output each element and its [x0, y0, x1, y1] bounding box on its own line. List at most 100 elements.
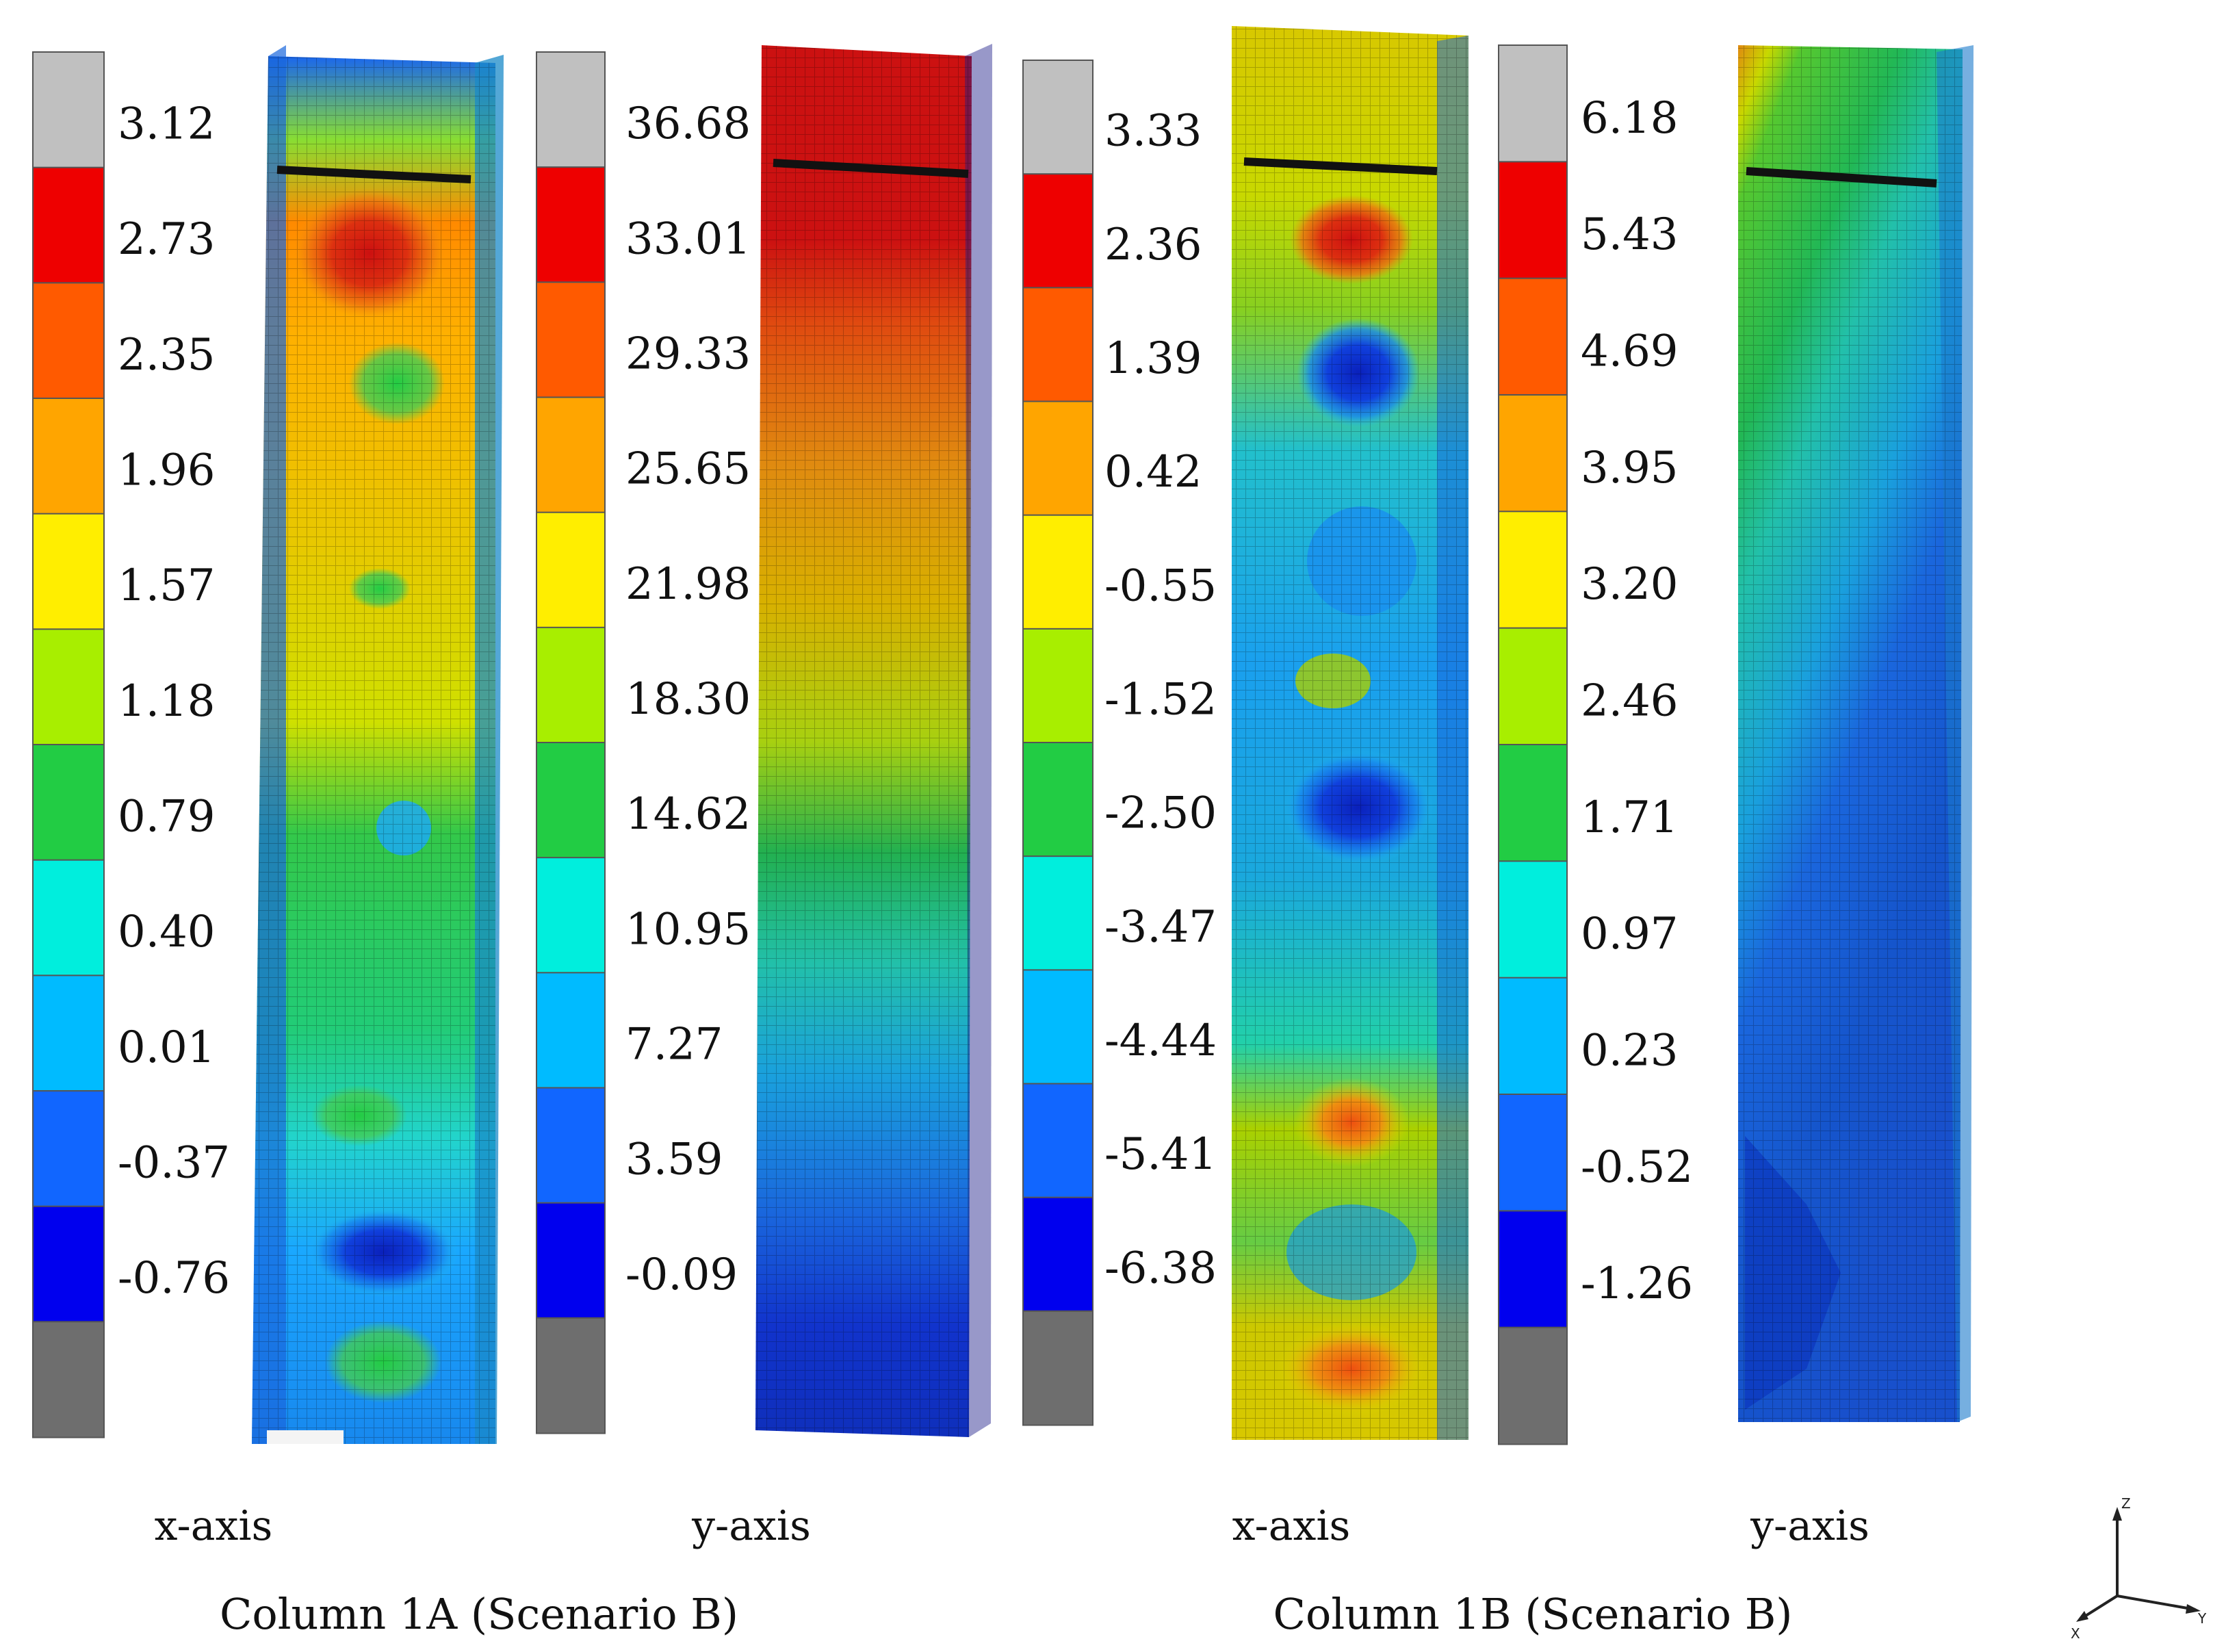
- legend-tick-label: 1.96: [118, 446, 216, 496]
- legend-tick-label: 2.36: [1104, 220, 1202, 270]
- legend-tick-label: 21.98: [625, 559, 751, 610]
- legend-band: [32, 513, 105, 630]
- legend-band: [32, 975, 105, 1092]
- legend-band: [32, 1090, 105, 1208]
- legend-band: [1498, 860, 1568, 979]
- column-1b-y-contour: [1738, 45, 1973, 1422]
- legend-band: [1022, 969, 1093, 1085]
- legend-over-band: [536, 51, 606, 168]
- legend-band: [536, 281, 606, 399]
- legend-1a-x: 3.12 2.73 2.35 1.96 1.57 1.18 0.79 0.40 0.01 -0.3…: [32, 51, 230, 1438]
- triad-y-label: Y: [2197, 1610, 2207, 1627]
- legend-1b-y: 6.18 5.43 4.69 3.95 3.20 2.46 1.71 0.97 0.23 -0.5…: [1498, 44, 1693, 1445]
- legend-tick-label: -3.47: [1104, 902, 1217, 953]
- legend-tick-label: 4.69: [1581, 326, 1679, 376]
- legend-tick-label: -0.37: [118, 1138, 230, 1189]
- legend-tick-label: -0.76: [118, 1253, 230, 1304]
- legend-tick-label: 3.12: [118, 99, 216, 150]
- legend-tick-label: 2.46: [1581, 675, 1679, 726]
- legend-band: [1022, 287, 1093, 403]
- legend-tick-label: -6.38: [1104, 1243, 1217, 1293]
- caption-column-1b: Column 1B (Scenario B): [1273, 1589, 1793, 1639]
- legend-band: [1022, 1083, 1093, 1199]
- legend-band: [1022, 514, 1093, 630]
- legend-band: [536, 972, 606, 1089]
- legend-tick-label: -0.09: [625, 1250, 738, 1300]
- triad-z-label: Z: [2121, 1495, 2131, 1512]
- legend-band: [32, 282, 105, 400]
- legend-band: [32, 166, 105, 284]
- axis-label-1b-x: x-axis: [1232, 1502, 1351, 1550]
- legend-band: [32, 859, 105, 977]
- legend-tick-label: 7.27: [625, 1019, 723, 1070]
- legend-band: [536, 742, 606, 859]
- legend-tick-label: 1.18: [118, 676, 216, 727]
- column-1a-y-contour: [755, 44, 992, 1437]
- legend-band: [1498, 161, 1568, 280]
- legend-band: [1022, 628, 1093, 744]
- legend-band: [1498, 977, 1568, 1096]
- legend-tick-label: 0.40: [118, 907, 216, 957]
- axis-label-1a-x: x-axis: [155, 1502, 273, 1550]
- legend-tick-label: 1.57: [118, 560, 216, 611]
- legend-band: [32, 1205, 105, 1323]
- legend-tick-label: 0.01: [118, 1022, 216, 1073]
- legend-tick-label: 14.62: [625, 789, 751, 840]
- legend-band: [536, 626, 606, 744]
- column-1b-x-marker-line: [1243, 157, 1438, 175]
- legend-tick-label: 25.65: [625, 444, 751, 495]
- legend-tick-label: 0.79: [118, 792, 216, 842]
- legend-under-band: [1498, 1326, 1568, 1445]
- legend-tick-label: 1.71: [1581, 792, 1679, 843]
- legend-tick-label: -4.44: [1104, 1016, 1217, 1066]
- legend-band: [536, 166, 606, 283]
- legend-band: [536, 1202, 606, 1319]
- column-1b-y-marker-line: [1746, 167, 1937, 188]
- legend-band: [32, 398, 105, 515]
- legend-band: [1498, 394, 1568, 513]
- legend-band: [1022, 855, 1093, 971]
- legend-tick-label: -0.52: [1581, 1142, 1693, 1193]
- legend-tick-label: 3.95: [1581, 443, 1679, 493]
- legend-tick-label: 2.73: [118, 214, 216, 265]
- triad-x-label: X: [2071, 1625, 2080, 1642]
- legend-band: [1498, 511, 1568, 630]
- legend-over-band: [1022, 60, 1093, 175]
- legend-tick-label: 0.42: [1104, 447, 1202, 498]
- legend-band: [1498, 744, 1568, 862]
- legend-1a-y: 36.68 33.01 29.33 25.65 21.98 18.30 14.62 10.95…: [536, 51, 751, 1434]
- legend-under-band: [536, 1317, 606, 1434]
- legend-band: [536, 1087, 606, 1204]
- legend-band: [1022, 1196, 1093, 1313]
- column-1a-x-marker-line: [276, 166, 471, 183]
- legend-tick-label: -1.52: [1104, 674, 1217, 725]
- legend-over-band: [32, 51, 105, 169]
- legend-band: [536, 857, 606, 974]
- legend-tick-label: -0.55: [1104, 560, 1217, 611]
- legend-tick-label: -1.26: [1581, 1259, 1693, 1309]
- axis-label-1b-y: y-axis: [1750, 1502, 1869, 1550]
- legend-tick-label: 6.18: [1581, 93, 1679, 144]
- legend-band: [1022, 742, 1093, 857]
- legend-tick-label: 33.01: [625, 214, 751, 264]
- legend-tick-label: 1.39: [1104, 333, 1202, 384]
- legend-tick-label: 0.97: [1581, 909, 1679, 959]
- legend-tick-label: 29.33: [625, 328, 751, 379]
- legend-band: [1498, 277, 1568, 396]
- legend-tick-label: 0.23: [1581, 1025, 1679, 1076]
- legend-over-band: [1498, 44, 1568, 163]
- legend-band: [32, 744, 105, 862]
- legend-under-band: [32, 1321, 105, 1438]
- caption-column-1a: Column 1A (Scenario B): [220, 1589, 738, 1639]
- legend-band: [1022, 400, 1093, 517]
- axis-label-1a-y: y-axis: [691, 1502, 811, 1550]
- legend-tick-label: 3.33: [1104, 106, 1202, 157]
- legend-tick-label: 10.95: [625, 904, 751, 955]
- column-1a-x-contour: [252, 45, 504, 1444]
- legend-tick-label: -5.41: [1104, 1129, 1217, 1180]
- legend-band: [1498, 1094, 1568, 1212]
- legend-1b-x: 3.33 2.36 1.39 0.42 -0.55 -1.52 -2.50 -3.47 -4.4…: [1022, 60, 1217, 1426]
- legend-band: [1498, 1210, 1568, 1329]
- legend-band: [32, 628, 105, 746]
